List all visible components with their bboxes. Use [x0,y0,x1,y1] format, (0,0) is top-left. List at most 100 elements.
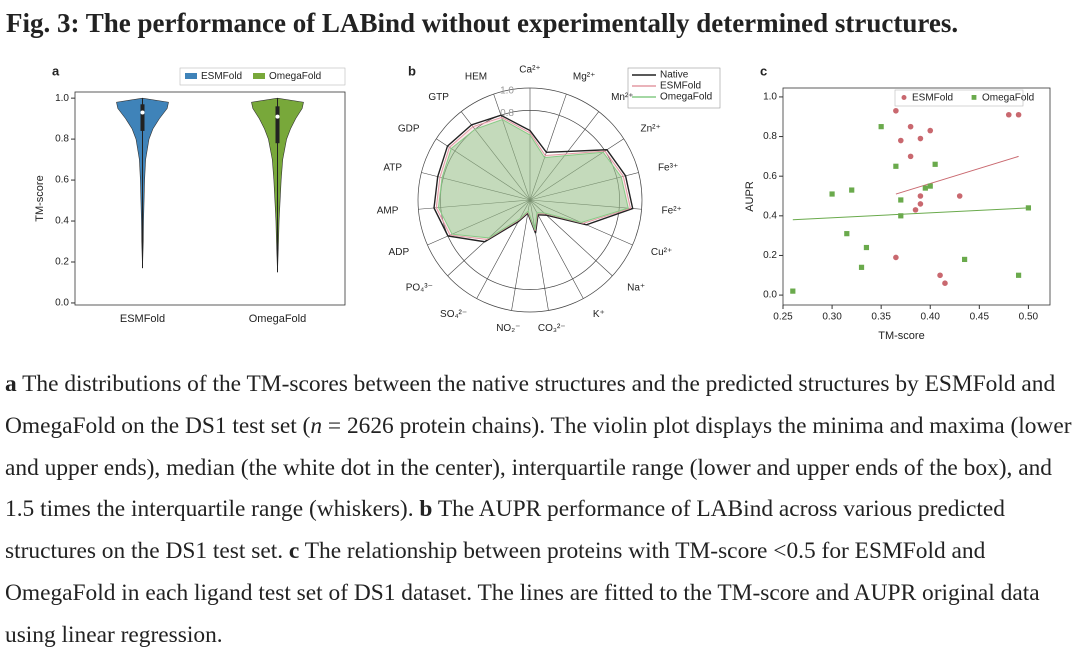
figure-title: Fig. 3: The performance of LABind withou… [6,8,959,38]
spoke [529,199,642,210]
panel-label: a [52,63,60,78]
category-label: GDP [398,124,420,135]
point [849,187,855,193]
spoke [529,199,549,311]
point [937,272,943,279]
fit-line [895,155,1019,195]
y-tick-label: 0.8 [763,131,777,142]
point [893,254,899,261]
y-tick-label: 0.6 [55,175,69,186]
y-tick-label: 0.4 [763,210,777,221]
plot-frame [782,87,1051,306]
point [1005,111,1012,118]
point [1015,272,1022,278]
grid-circle [417,87,643,313]
spoke [529,138,624,201]
point [917,201,924,207]
point [844,231,850,237]
point [927,127,934,134]
x-tick-label: 0.45 [970,312,990,323]
caption: a The distributions of the TM-scores bet… [5,364,1077,657]
point [878,124,884,130]
radar-area [433,114,634,243]
spoke [529,199,584,299]
point [917,193,924,199]
legend-label: OmegaFold [982,93,1034,104]
x-tick-label: OmegaFold [249,313,306,325]
category-label: CO₃²⁻ [538,323,566,334]
legend-marker [971,95,977,100]
category-label: Zn²⁺ [641,124,661,135]
spoke [436,138,531,201]
spoke [511,199,531,311]
point [961,256,968,263]
category-label: Mn²⁺ [611,92,634,103]
spoke [418,199,531,210]
y-tick-label: 0.0 [55,298,69,309]
x-tick-label: 0.30 [822,312,842,323]
legend-label: ESMFold [201,71,242,82]
y-tick-label: 1.0 [763,92,777,103]
category-label: GTP [428,92,449,103]
point [956,193,963,199]
x-tick-label: 0.40 [921,312,941,323]
legend-frame [179,67,346,86]
point [898,213,904,219]
point [922,185,928,191]
spoke [427,199,531,246]
grid-circle [440,110,620,290]
spoke [529,93,567,201]
caption-run: b [419,496,433,523]
legend-marker [901,95,907,100]
point [893,163,899,169]
spoke [493,93,531,201]
legend-swatch [185,73,197,79]
category-label: Fe³⁺ [658,163,678,174]
spoke [476,199,531,299]
r-tick-label: 1.0 [500,86,514,97]
y-tick-label: 0.6 [763,171,777,182]
median-dot [140,110,145,115]
legend-swatch [253,73,265,79]
r-tick-label: 0.8 [500,108,514,119]
caption-run: The relationship between proteins with T… [5,538,1040,648]
point [907,153,914,160]
median-dot [275,114,280,119]
y-tick-label: 0.2 [763,250,777,261]
spoke [529,172,639,201]
legend-label: OmegaFold [660,92,712,103]
caption-run: c [288,538,300,565]
radar-area [437,118,629,239]
point [863,244,870,251]
point [790,288,796,294]
x-axis-label: TM-score [878,330,924,342]
y-axis-label: AUPR [744,181,756,212]
point [932,161,938,167]
legend-frame [894,89,1024,107]
caption-run: = 2626 protein chains). The violin plot … [5,412,1072,523]
fit-line [792,207,1029,221]
point [898,197,904,203]
point [942,280,948,287]
category-label: PO₄³⁻ [406,283,433,294]
category-label: ATP [383,163,402,174]
plot-frame [74,91,346,306]
y-tick-label: 0.8 [55,134,69,145]
caption-run: a [5,371,17,397]
legend-label: OmegaFold [269,71,321,82]
category-label: SO₄²⁻ [440,309,467,320]
category-label: HEM [465,72,487,83]
category-label: K⁺ [593,309,605,320]
point [927,183,933,189]
category-label: Fe²⁺ [662,205,682,216]
point [1015,111,1022,118]
y-tick-label: 1.0 [55,93,69,104]
x-tick-label: 0.25 [773,312,793,323]
caption-run: The AUPR performance of LABind across va… [5,496,1005,565]
category-label: Na⁺ [627,283,645,294]
iqr-box [275,106,280,144]
figure: a TM-score 0.0 0.2 0.4 0.6 0.8 1.0 ESMFold ESMFol… [34,63,1051,342]
x-tick-label: 0.50 [1019,312,1039,323]
caption-run: n [310,412,323,439]
